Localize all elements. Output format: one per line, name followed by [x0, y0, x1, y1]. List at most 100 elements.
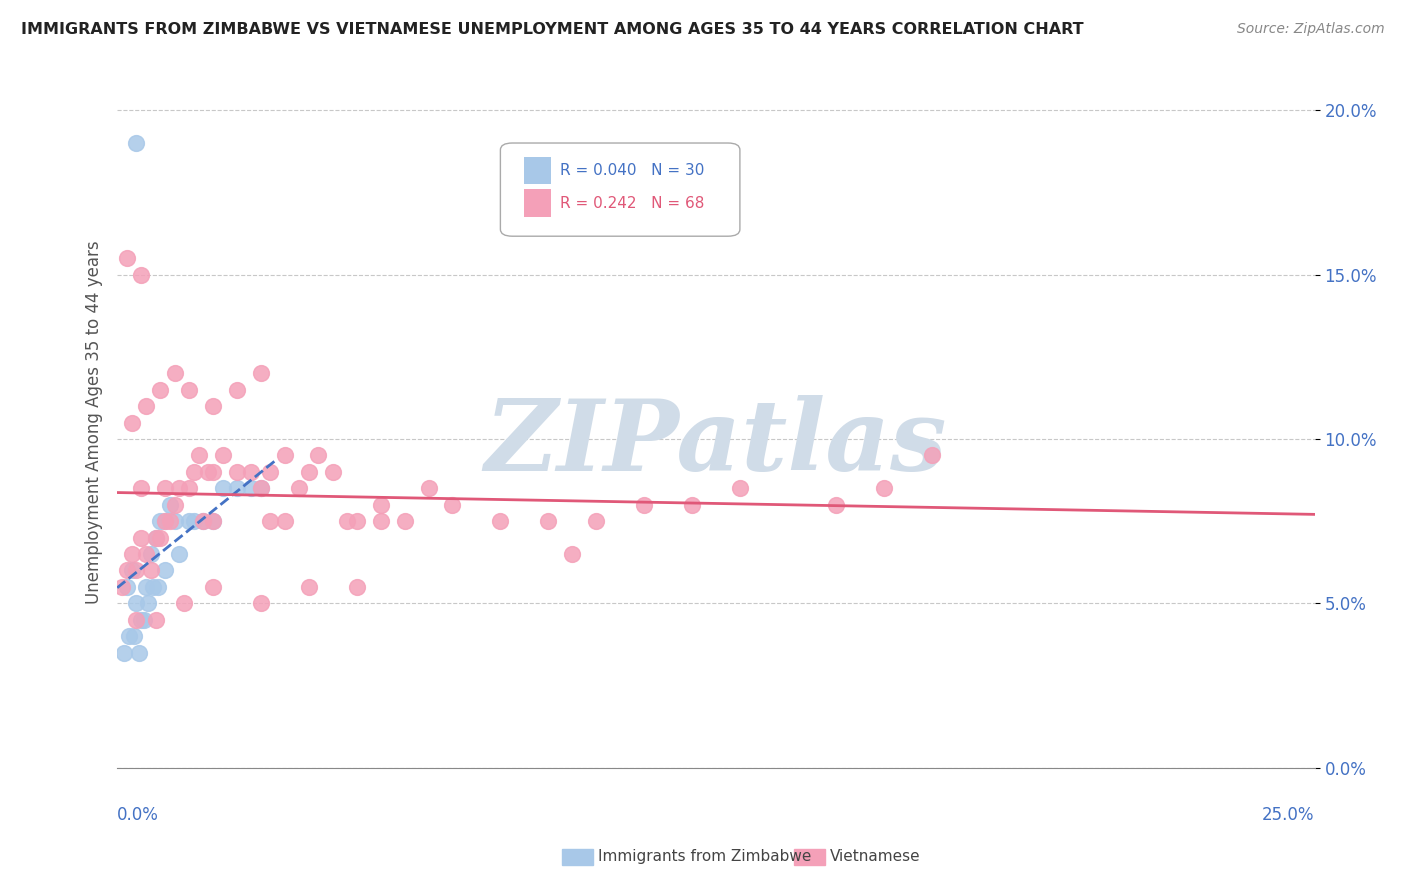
Point	[211, 481, 233, 495]
Point	[115, 251, 138, 265]
Point	[322, 465, 344, 479]
Point	[561, 547, 583, 561]
Point	[370, 514, 392, 528]
Point	[121, 416, 143, 430]
Point	[240, 481, 263, 495]
Point	[153, 564, 176, 578]
Point	[441, 498, 464, 512]
Point	[145, 531, 167, 545]
Point	[121, 564, 143, 578]
Point	[129, 531, 152, 545]
Point	[250, 596, 273, 610]
Point	[201, 580, 224, 594]
Point	[136, 596, 159, 610]
Point	[183, 465, 205, 479]
Point	[125, 596, 148, 610]
Point	[149, 531, 172, 545]
Point	[177, 514, 200, 528]
Point	[197, 465, 219, 479]
Point	[274, 514, 297, 528]
Point	[288, 481, 311, 495]
Point	[193, 514, 215, 528]
Point	[145, 613, 167, 627]
Point	[921, 449, 943, 463]
Point	[585, 514, 607, 528]
Point	[201, 399, 224, 413]
Point	[132, 613, 155, 627]
Point	[259, 514, 281, 528]
Point	[489, 514, 512, 528]
Point	[201, 514, 224, 528]
Point	[135, 399, 157, 413]
Point	[183, 514, 205, 528]
Point	[226, 383, 249, 397]
Point	[201, 465, 224, 479]
Text: ZIPatlas: ZIPatlas	[485, 395, 948, 491]
Point	[177, 383, 200, 397]
Point	[129, 481, 152, 495]
Text: R = 0.040   N = 30: R = 0.040 N = 30	[560, 163, 704, 178]
Point	[125, 613, 148, 627]
Point	[121, 547, 143, 561]
Point	[298, 580, 321, 594]
Point	[250, 481, 273, 495]
Point	[307, 449, 329, 463]
Point	[259, 465, 281, 479]
Point	[872, 481, 894, 495]
FancyBboxPatch shape	[524, 157, 551, 185]
Point	[146, 580, 169, 594]
Point	[681, 498, 703, 512]
Point	[177, 481, 200, 495]
Point	[129, 268, 152, 282]
Point	[173, 596, 195, 610]
Point	[115, 564, 138, 578]
Point	[418, 481, 440, 495]
Point	[153, 481, 176, 495]
Point	[193, 514, 215, 528]
Point	[633, 498, 655, 512]
Point	[274, 449, 297, 463]
Point	[394, 514, 416, 528]
Point	[159, 498, 181, 512]
Point	[163, 366, 186, 380]
Point	[163, 498, 186, 512]
Text: IMMIGRANTS FROM ZIMBABWE VS VIETNAMESE UNEMPLOYMENT AMONG AGES 35 TO 44 YEARS CO: IMMIGRANTS FROM ZIMBABWE VS VIETNAMESE U…	[21, 22, 1084, 37]
FancyBboxPatch shape	[524, 189, 551, 217]
Text: R = 0.242   N = 68: R = 0.242 N = 68	[560, 195, 704, 211]
Point	[153, 514, 176, 528]
Point	[298, 465, 321, 479]
Point	[153, 514, 176, 528]
Point	[135, 580, 157, 594]
Point	[139, 547, 162, 561]
Point	[250, 366, 273, 380]
Point	[728, 481, 751, 495]
FancyBboxPatch shape	[501, 143, 740, 236]
Point	[226, 465, 249, 479]
Point	[169, 547, 191, 561]
Point	[111, 580, 134, 594]
Point	[149, 383, 172, 397]
Point	[211, 449, 233, 463]
Point	[139, 564, 162, 578]
Text: Immigrants from Zimbabwe: Immigrants from Zimbabwe	[598, 849, 811, 863]
Point	[187, 449, 209, 463]
Point	[336, 514, 359, 528]
Point	[226, 481, 249, 495]
Point	[115, 580, 138, 594]
Text: Source: ZipAtlas.com: Source: ZipAtlas.com	[1237, 22, 1385, 37]
Point	[122, 629, 145, 643]
Point	[135, 547, 157, 561]
Point	[537, 514, 560, 528]
Point	[201, 514, 224, 528]
Point	[163, 514, 186, 528]
Text: 0.0%: 0.0%	[117, 805, 159, 823]
Point	[149, 514, 172, 528]
Point	[128, 646, 150, 660]
Point	[159, 514, 181, 528]
Point	[142, 580, 165, 594]
Point	[346, 580, 368, 594]
Point	[824, 498, 846, 512]
Text: Vietnamese: Vietnamese	[830, 849, 920, 863]
Point	[370, 498, 392, 512]
Point	[112, 646, 135, 660]
